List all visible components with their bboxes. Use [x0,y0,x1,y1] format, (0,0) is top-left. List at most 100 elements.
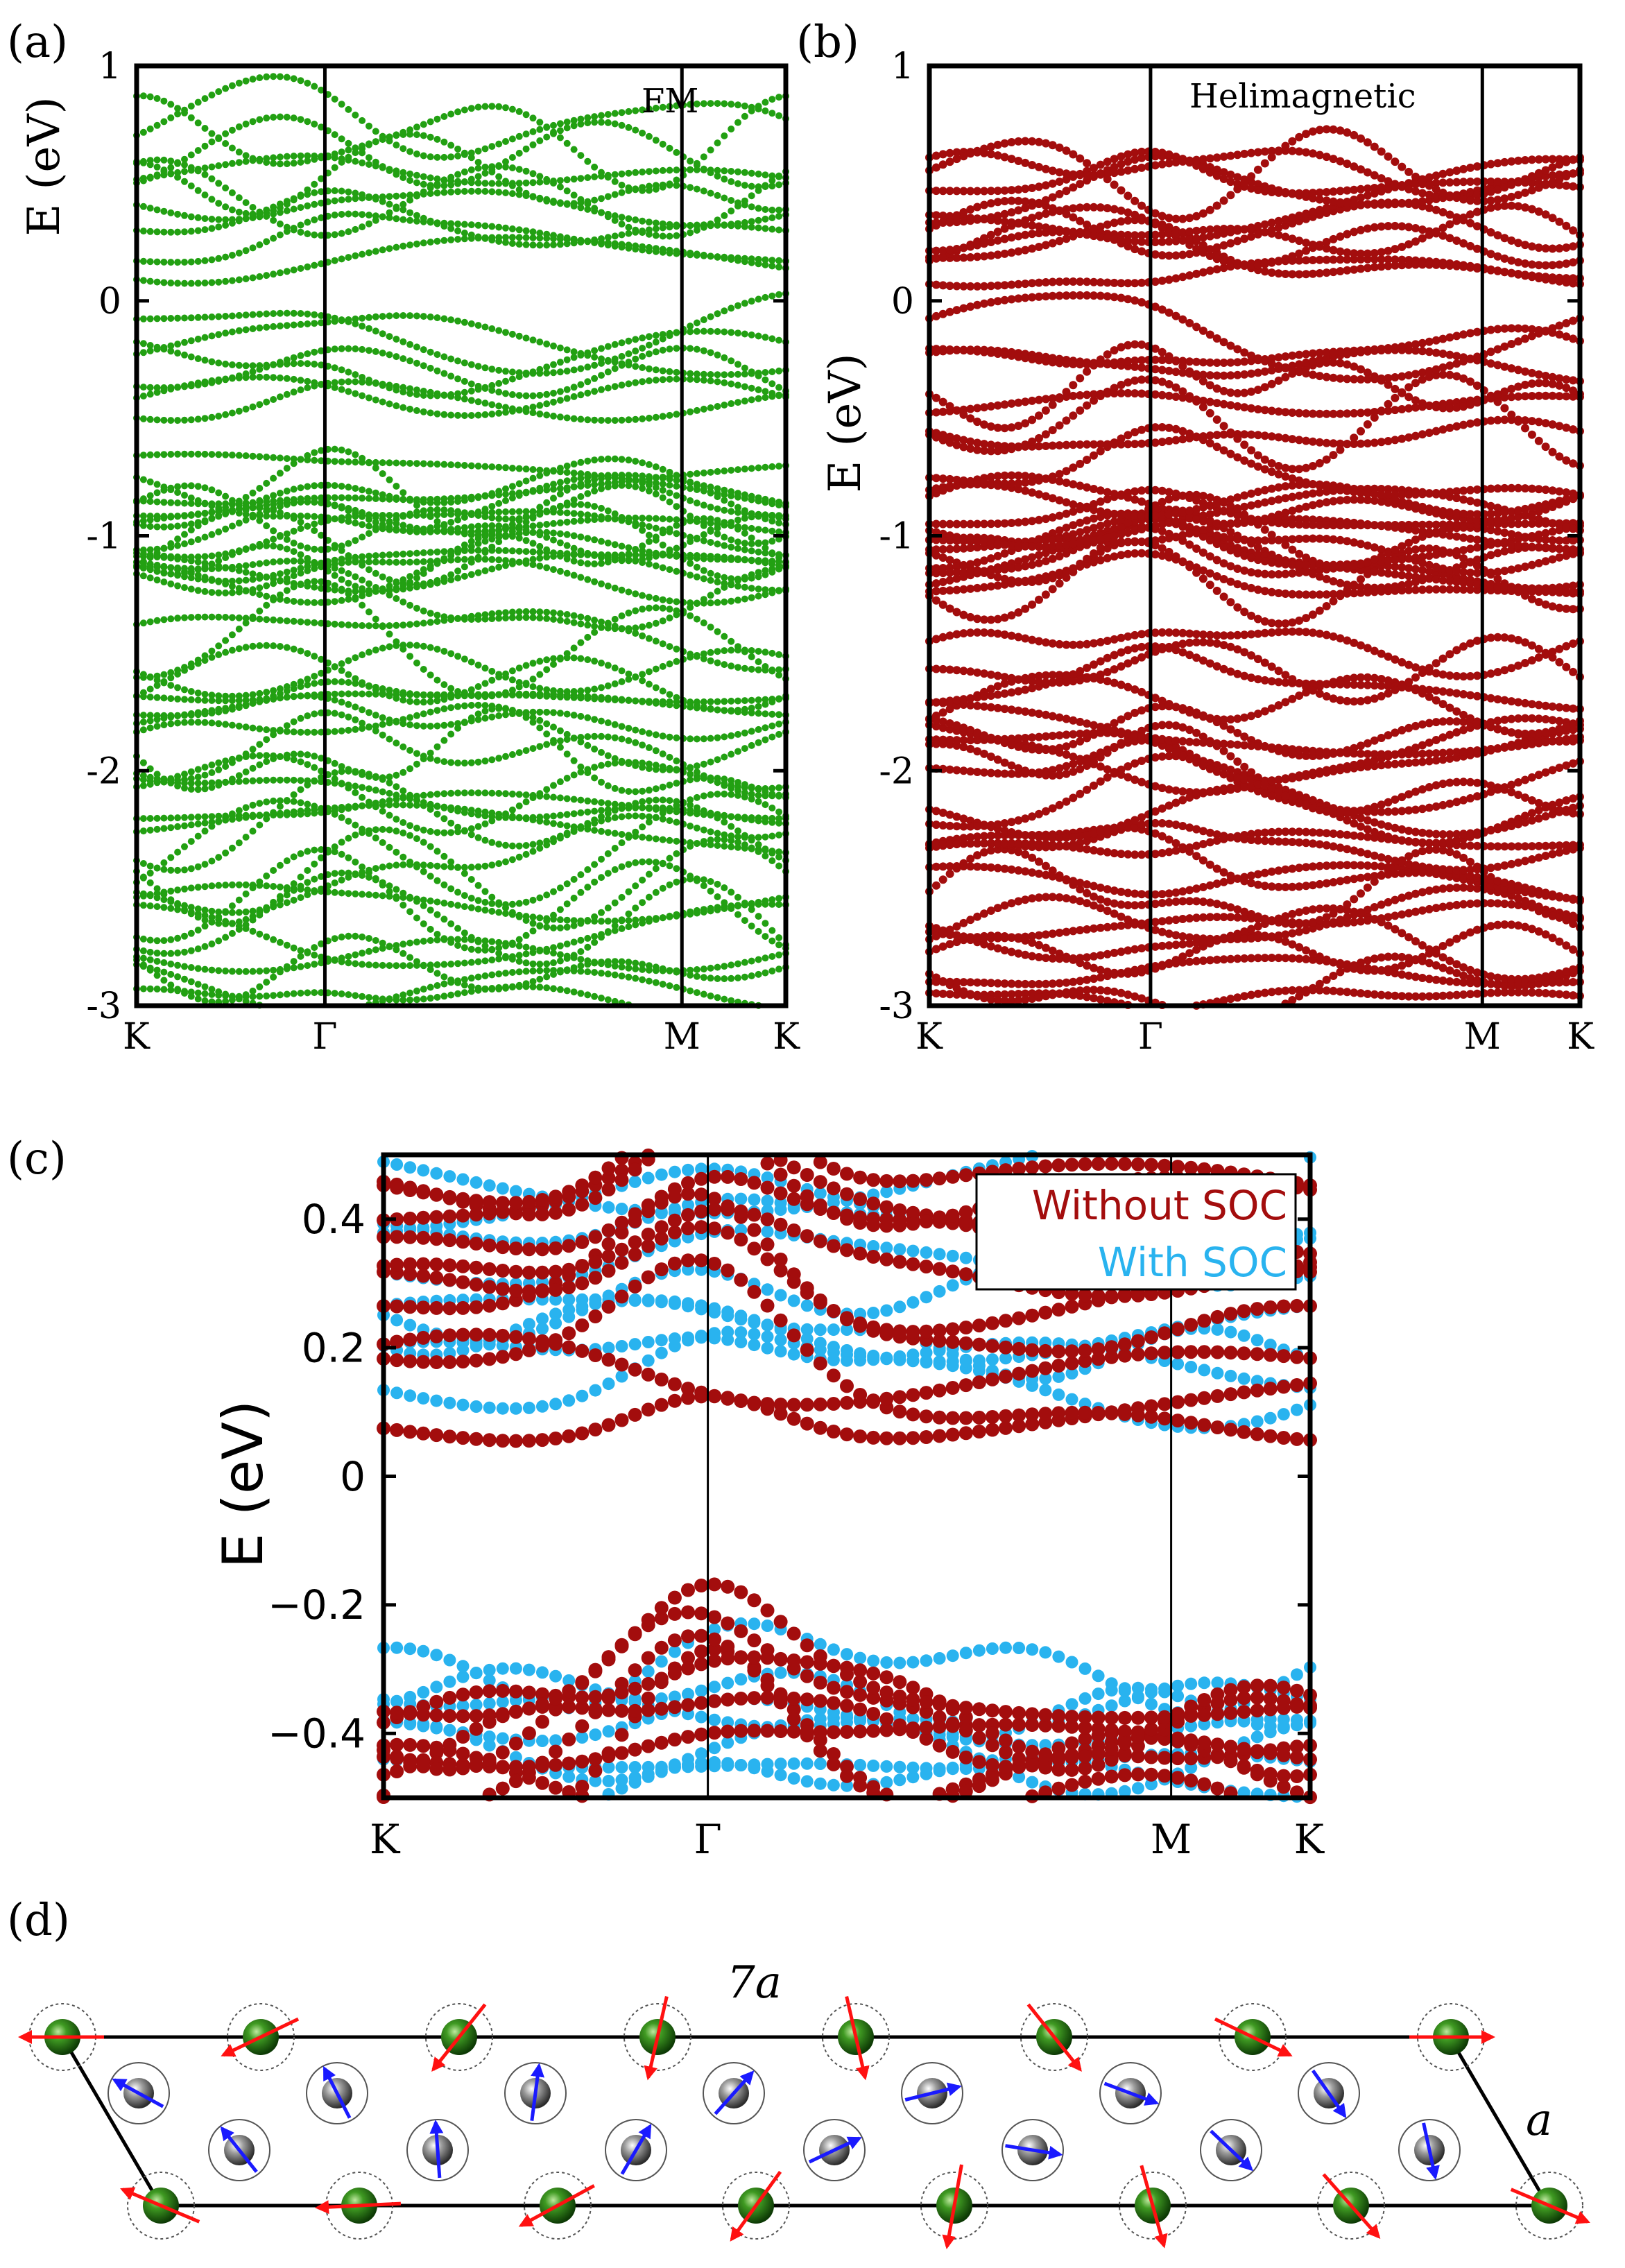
panel-a-band-point [420,986,427,993]
panel-a-band-point [433,115,441,123]
panel-a-band-point [632,804,639,811]
panel-a-band-point [666,375,673,383]
panel-a-band-point [263,398,270,406]
panel-a-band-point [386,351,393,359]
panel-a-band-point [488,166,496,173]
panel-a-band-point [263,726,270,734]
panel-a-bands [133,73,789,1009]
panel-a-band-point [283,322,291,329]
panel-a-band-point [366,220,372,227]
panel-a-band-point [153,489,161,497]
panel-a-band-point [748,255,755,263]
panel-a-band-point [536,743,544,750]
panel-a-band-point [242,750,250,758]
panel-a-band-point [543,486,551,494]
panel-a-band-point [768,214,776,221]
panel-a-band-point [563,477,571,485]
panel-a-band-point [167,315,175,322]
panel-a-band-point [522,747,530,755]
panel-a-band-point [393,551,400,558]
panel-a-band-point [529,234,537,241]
panel-a-band-point [721,775,728,783]
panel-a-band-point [659,732,667,740]
panel-a-band-point [433,314,441,322]
panel-a-band-point [433,848,441,855]
panel-a-band-point [311,944,318,952]
panel-a-band-point [420,961,427,969]
panel-a-band-point [447,730,455,738]
panel-a-band-point [215,812,223,820]
panel-a-band-point [283,558,291,565]
panel-a-band-point [659,766,667,773]
panel-a-band-point [584,714,592,721]
panel-a-band-point [550,412,557,420]
panel-a-band-point [440,461,448,468]
panel-a-band-point [755,970,762,978]
panel-a-band-point [741,973,748,981]
panel-a-band-point [440,790,448,798]
panel-a-band-point [604,241,612,249]
panel-a-band-point [645,554,653,562]
panel-a-band-point [734,329,741,337]
panel-a-band-point [721,100,728,108]
panel-a-band-point [467,825,475,832]
panel-a-band-point [242,199,250,207]
panel-a-band-point [700,567,707,574]
panel-a-band-point [775,941,783,949]
panel-a-band-point [338,869,345,877]
panel-a-band-point [297,989,304,997]
panel-a-band-point [495,860,503,868]
panel-a-band-point [508,560,516,567]
panel-a-band-point [775,901,783,909]
panel-a-band-point [563,124,571,132]
panel-a-band-point [235,925,243,933]
panel-a-band-point [591,375,599,382]
panel-a-band-point [652,766,660,773]
panel-a-band-point [447,806,455,814]
panel-a-band-point [249,987,257,995]
panel-a-band-point [290,360,298,368]
panel-a-band-point [728,371,735,378]
panel-a-band-point [283,990,291,998]
panel-a-band-point [208,552,216,560]
panel-a-band-point [687,823,694,830]
panel-a-band-point [440,548,448,556]
panel-a-band-point [721,574,728,581]
panel-a-band-point [714,490,721,497]
panel-a-band-point [345,854,352,861]
panel-a-band-point [366,140,372,148]
panel-a-band-point [433,931,441,938]
panel-a-band-point [461,702,468,710]
panel-a-band-point [359,961,366,968]
panel-a-band-point [420,558,427,565]
panel-a-band-point [208,196,216,203]
panel-a-band-point [536,126,544,133]
panel-a-band-point [693,840,700,847]
panel-a-band-point [563,118,571,126]
panel-a-band-point [502,524,509,532]
panel-a-band-point [372,961,379,969]
panel-a-band-point [215,413,223,420]
panel-a-band-point [338,876,345,884]
panel-a-band-point [734,493,741,501]
panel-a-band-point [270,776,277,784]
panel-a-band-point [208,500,216,508]
panel-a-band-point [160,258,168,266]
panel-a-band-point [645,593,653,601]
panel-a-band-point [687,560,694,567]
panel-a-band-point [591,969,599,976]
panel-a-band-point [201,517,209,524]
panel-a-band-point [174,542,182,549]
panel-a-band-point [591,113,599,121]
panel-a-band-point [584,741,592,749]
panel-a-band-point [611,830,619,837]
panel-a-band-point [639,476,646,483]
panel-a-band-point [714,191,721,199]
panel-a-band-point [495,402,503,410]
panel-a-band-point [768,172,776,180]
panel-a-band-point [366,830,372,837]
panel-a-band-point [393,993,400,1001]
panel-a-band-point [734,523,741,531]
panel-a-band-point [577,350,585,357]
panel-a-band-point [687,533,694,541]
